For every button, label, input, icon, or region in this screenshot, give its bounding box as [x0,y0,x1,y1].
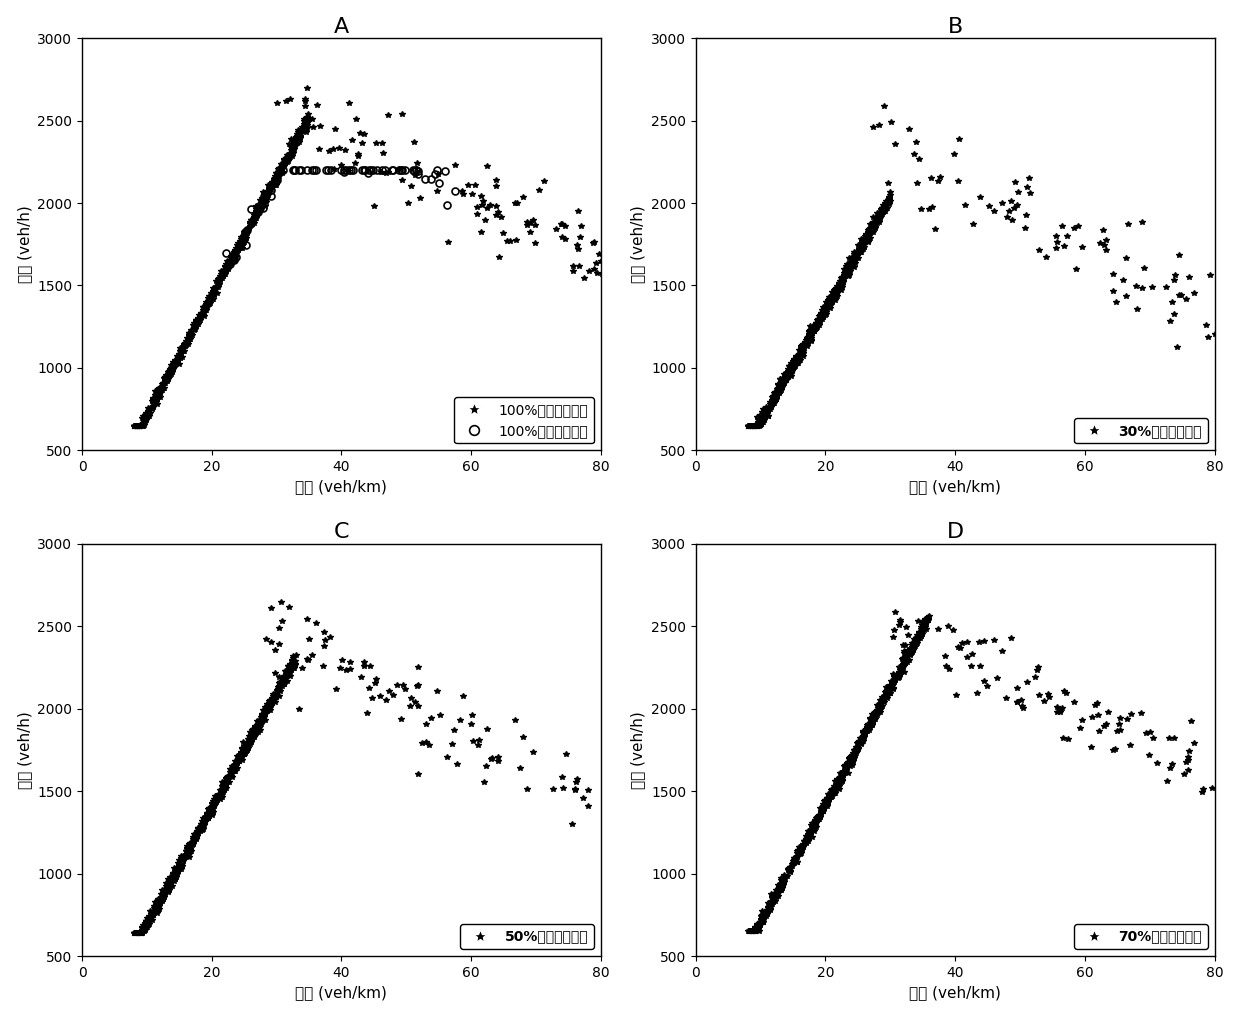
Y-axis label: 流量 (veh/h): 流量 (veh/h) [630,205,645,283]
Legend: 50%自动驾驶车辆: 50%自动驾驶车辆 [460,924,594,949]
X-axis label: 密度 (veh/km): 密度 (veh/km) [295,985,387,1001]
X-axis label: 密度 (veh/km): 密度 (veh/km) [909,480,1001,494]
X-axis label: 密度 (veh/km): 密度 (veh/km) [909,985,1001,1001]
Legend: 100%自动驾驶车辆, 100%人工驾驶车辆: 100%自动驾驶车辆, 100%人工驾驶车辆 [454,398,594,443]
Title: B: B [947,16,962,37]
Title: C: C [334,523,350,542]
Y-axis label: 流量 (veh/h): 流量 (veh/h) [630,711,645,789]
Y-axis label: 流量 (veh/h): 流量 (veh/h) [16,205,32,283]
Title: A: A [334,16,348,37]
Legend: 30%自动驾驶车辆: 30%自动驾驶车辆 [1074,418,1208,443]
Legend: 70%自动驾驶车辆: 70%自动驾驶车辆 [1074,924,1208,949]
Title: D: D [946,523,963,542]
X-axis label: 密度 (veh/km): 密度 (veh/km) [295,480,387,494]
Y-axis label: 流量 (veh/h): 流量 (veh/h) [16,711,32,789]
